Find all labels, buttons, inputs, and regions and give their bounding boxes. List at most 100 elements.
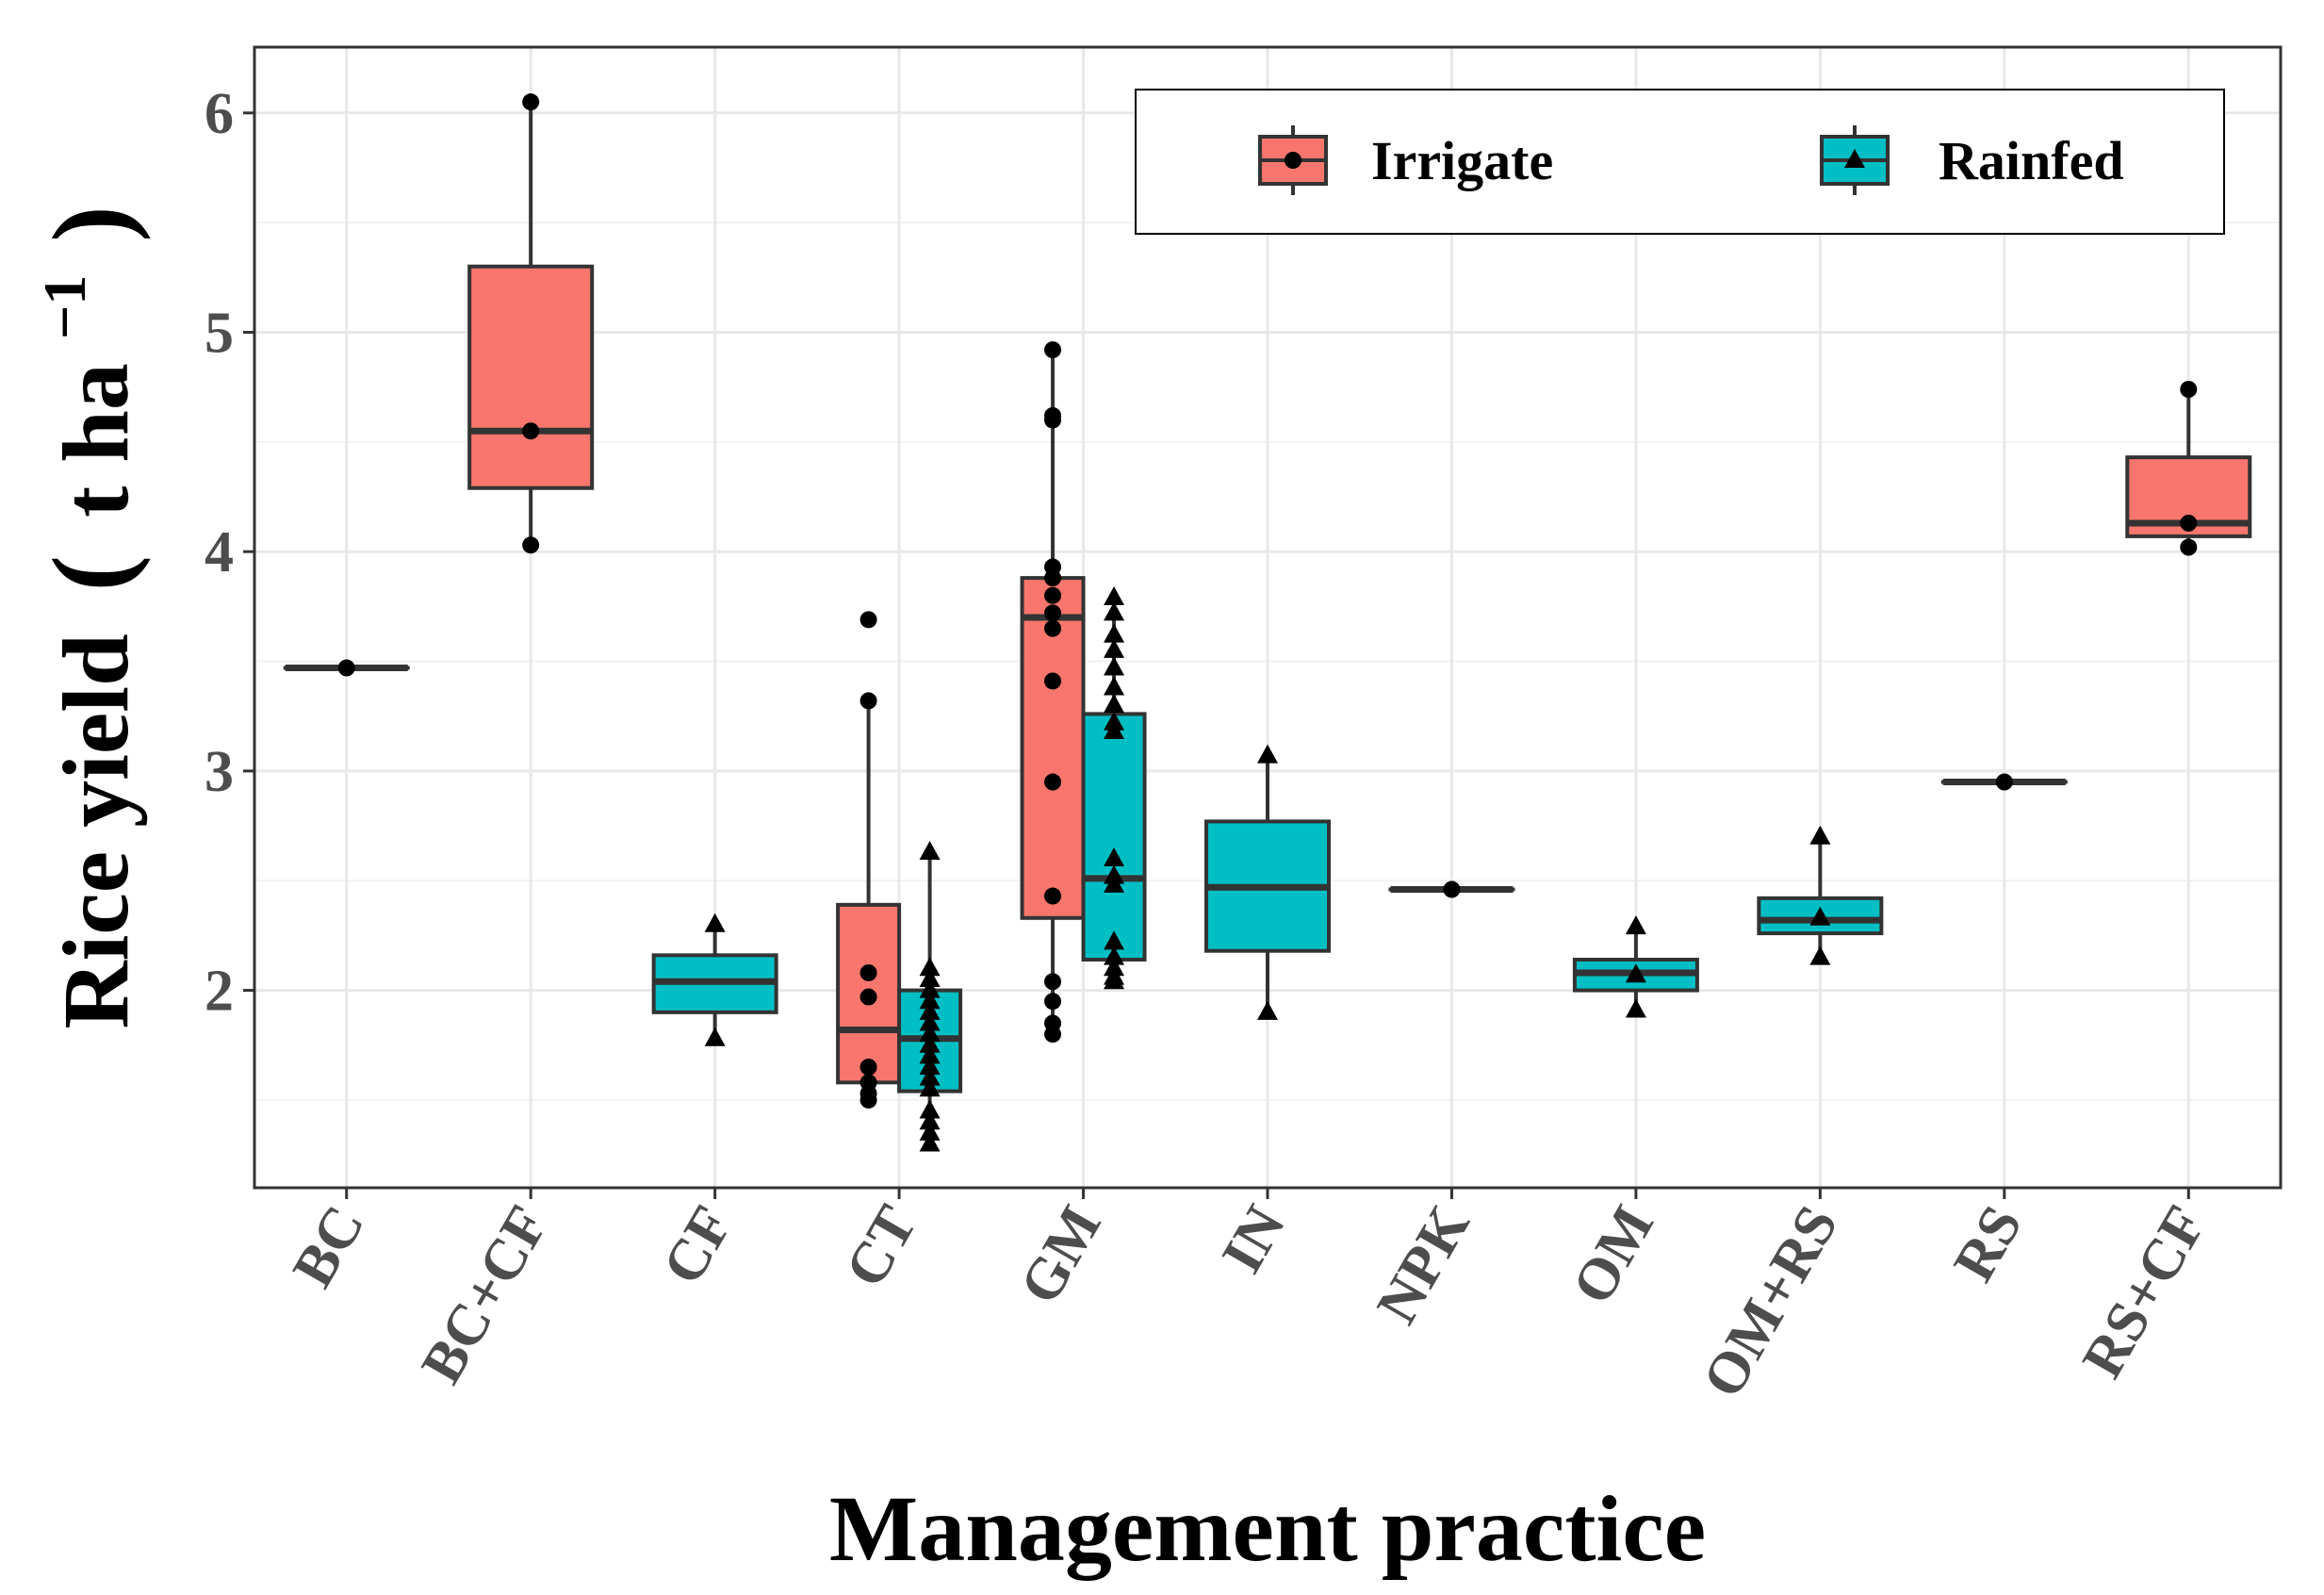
y-axis-title: Rice yield ( t ha −1 ) — [1, 206, 151, 1028]
x-tick-label-bc-plus-cf: BC+CF — [409, 1195, 561, 1394]
legend-rainfed-label: Rainfed — [1939, 130, 2124, 191]
data-point — [919, 1044, 941, 1064]
x-tick-label-bc: BC — [281, 1195, 377, 1298]
box-rainfed-om — [1572, 915, 1699, 1018]
data-point — [919, 978, 941, 998]
x-tick-label-rs: RS — [1941, 1195, 2035, 1292]
data-point — [919, 1110, 941, 1130]
box-irrigate-bc — [283, 659, 410, 677]
data-point — [919, 1011, 941, 1031]
y-tick-label: 2 — [205, 960, 234, 1024]
data-point — [919, 1000, 941, 1020]
data-point — [1809, 906, 1831, 926]
data-point — [1104, 656, 1125, 676]
box-irrigate-bc-plus-cf — [467, 93, 595, 554]
x-tick-label-gm: GM — [1007, 1195, 1113, 1314]
data-point — [1044, 619, 1062, 637]
data-point — [1044, 993, 1062, 1011]
svg-text:Rice yield ( t ha: Rice yield ( t ha −1 ) — [1, 206, 151, 1028]
data-point — [1044, 773, 1062, 791]
data-point — [1104, 676, 1125, 696]
data-point — [1443, 880, 1461, 898]
data-point — [919, 1033, 941, 1053]
data-point — [919, 990, 941, 1010]
data-point — [1104, 873, 1125, 893]
data-point — [1044, 411, 1062, 429]
data-point — [1104, 847, 1125, 866]
data-point — [1625, 915, 1646, 935]
data-point — [2180, 538, 2198, 556]
data-point — [1044, 1026, 1062, 1044]
data-point — [859, 1091, 877, 1109]
x-tick-label-in: IN — [1210, 1195, 1298, 1284]
box-rainfed-gm — [1081, 586, 1147, 990]
data-point — [1104, 638, 1125, 658]
data-point — [919, 967, 941, 987]
x-axis-title: Management practice — [829, 1476, 1706, 1581]
legend-irrigate-label: Irrigate — [1371, 130, 1553, 191]
box-irrigate-ct — [836, 611, 902, 1109]
data-point — [1625, 998, 1646, 1018]
legend-rainfed-marker — [1844, 149, 1865, 168]
y-tick-label: 3 — [205, 740, 234, 804]
x-tick-label-om-plus-rs: OM+RS — [1691, 1195, 1851, 1408]
x-axis: BC BC+CF CF CT GM IN NPK OM OM+RS RS RS+CF — [281, 1188, 2219, 1408]
data-point — [337, 659, 355, 677]
y-tick-label: 6 — [205, 82, 234, 146]
x-tick-label-om: OM — [1561, 1195, 1666, 1314]
data-point — [919, 1056, 941, 1076]
x-tick-label-ct: CT — [833, 1195, 929, 1298]
box-series — [283, 93, 2252, 1152]
y-axis: 2 3 4 5 6 — [205, 82, 254, 1024]
data-point — [1809, 945, 1831, 965]
data-point — [522, 536, 540, 554]
legend-item-irrigate: Irrigate — [1258, 125, 1553, 195]
x-tick-label-cf: CF — [651, 1195, 745, 1295]
data-point — [1044, 341, 1062, 359]
data-point — [1809, 825, 1831, 845]
data-point — [919, 1099, 941, 1119]
box-irrigate-gm — [1020, 341, 1086, 1044]
box-irrigate-rs-plus-cf — [2125, 381, 2252, 556]
y-tick-label: 5 — [205, 302, 234, 366]
data-point — [1625, 963, 1646, 983]
box-rainfed-cf — [651, 913, 778, 1046]
data-point — [1044, 586, 1062, 604]
y-tick-label: 4 — [205, 520, 234, 584]
legend: Irrigate Rainfed — [1135, 89, 2225, 235]
data-point — [1257, 1000, 1278, 1020]
data-point — [919, 957, 941, 977]
data-point — [704, 913, 726, 932]
y-axis-unit-exponent: −1 — [31, 275, 98, 339]
data-point — [919, 840, 941, 860]
data-point — [1995, 773, 2013, 791]
data-point — [859, 692, 877, 710]
data-point — [1104, 694, 1125, 714]
data-point — [1044, 973, 1062, 991]
data-point — [1104, 720, 1125, 739]
data-point — [1044, 672, 1062, 690]
x-tick-label-rs-plus-cf: RS+CF — [2070, 1195, 2219, 1389]
box-rainfed-in — [1204, 744, 1331, 1020]
data-point — [919, 1023, 941, 1043]
y-axis-unit-base: t ha — [43, 363, 148, 518]
legend-irrigate-marker — [1285, 152, 1301, 169]
data-point — [859, 1059, 877, 1077]
data-point — [522, 422, 540, 440]
data-point — [1257, 744, 1278, 764]
x-tick-label-npk: NPK — [1365, 1195, 1481, 1334]
box-irrigate-npk — [1388, 880, 1515, 898]
data-point — [704, 1027, 726, 1046]
data-point — [522, 93, 540, 111]
box-rainfed-om-plus-rs — [1757, 825, 1884, 965]
data-point — [1104, 970, 1125, 990]
data-point — [2180, 381, 2198, 398]
data-point — [1044, 604, 1062, 622]
data-point — [859, 988, 877, 1006]
data-point — [859, 963, 877, 981]
legend-item-rainfed: Rainfed — [1820, 125, 2124, 195]
data-point — [1104, 623, 1125, 643]
data-point — [1104, 930, 1125, 950]
y-axis-title-main: Rice yield — [43, 633, 148, 1028]
